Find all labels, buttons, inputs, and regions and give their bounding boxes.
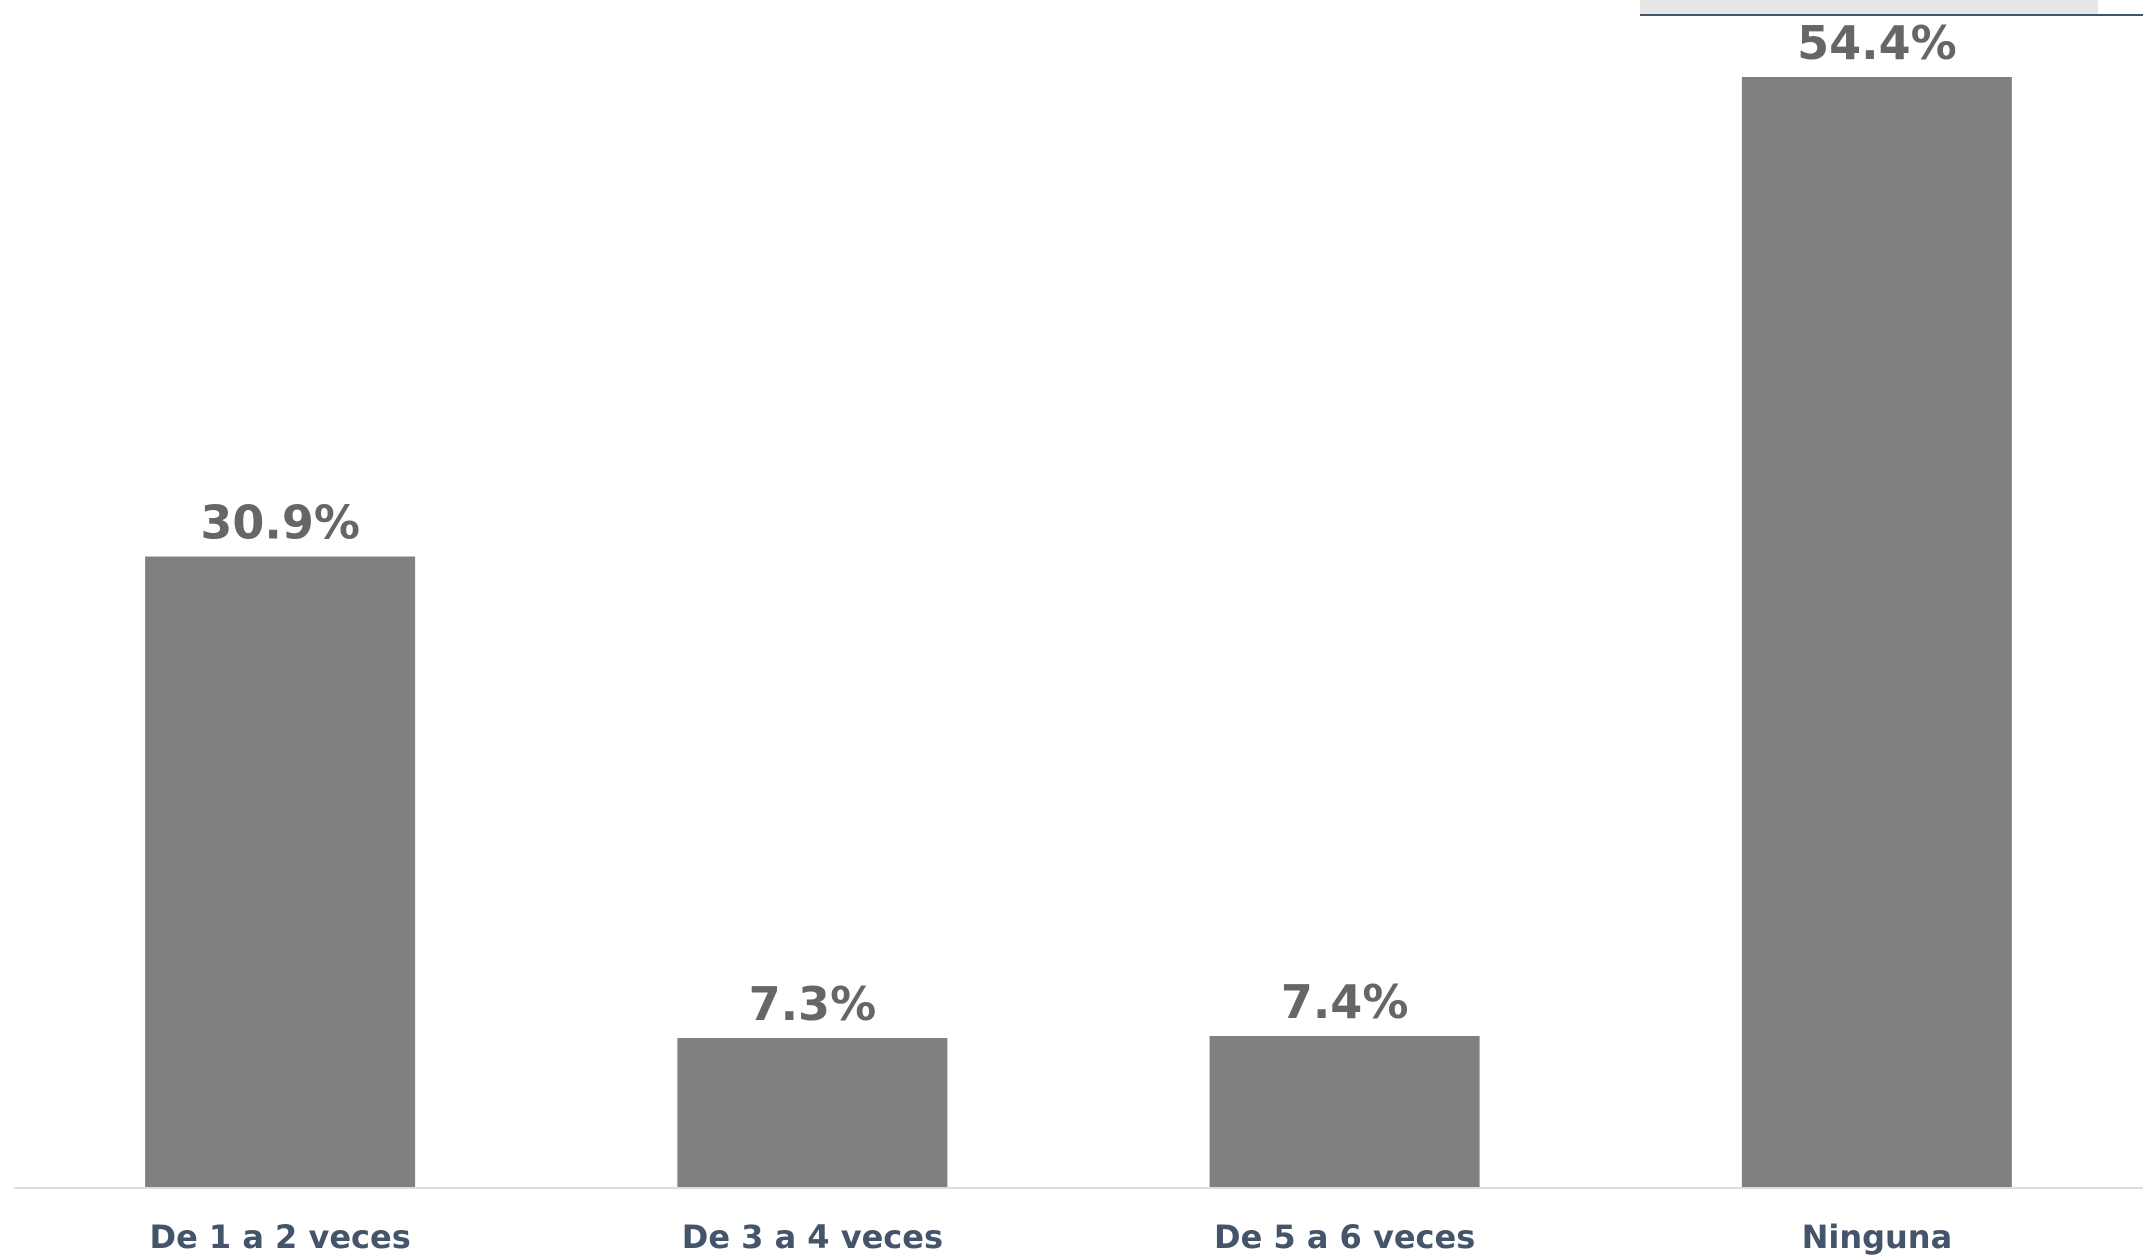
bar <box>1209 1036 1480 1187</box>
bar <box>1741 77 2012 1187</box>
x-tick-label: De 1 a 2 veces <box>150 1218 411 1255</box>
bar <box>145 556 416 1187</box>
value-label: 7.3% <box>749 977 877 1031</box>
header-tab <box>1640 0 2098 14</box>
value-label: 7.4% <box>1281 975 1409 1029</box>
x-tick-label: De 3 a 4 veces <box>682 1218 943 1255</box>
value-label: 54.4% <box>1797 16 1957 70</box>
bar <box>677 1038 948 1187</box>
x-tick-label: De 5 a 6 veces <box>1214 1218 1475 1255</box>
x-tick-label: Ninguna <box>1802 1218 1953 1255</box>
value-label: 30.9% <box>200 496 360 550</box>
